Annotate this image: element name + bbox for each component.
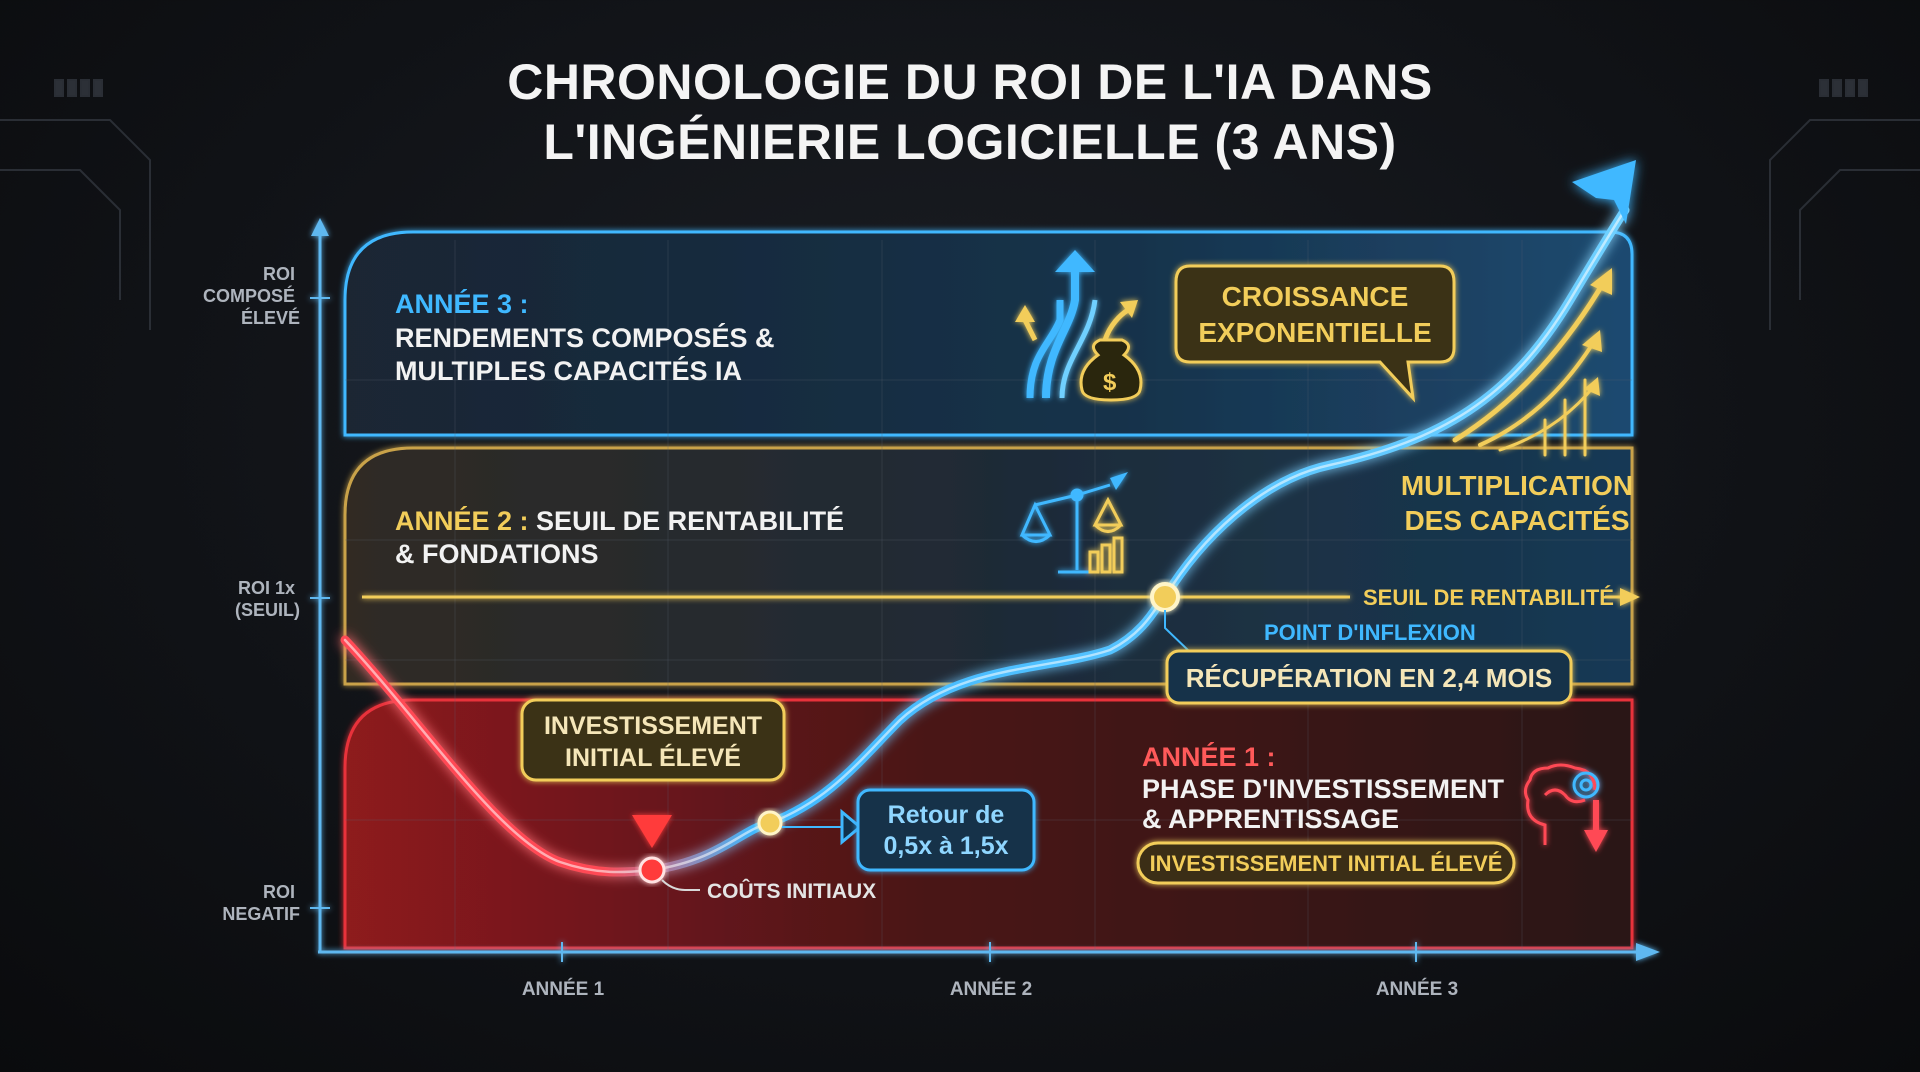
year2-line2: & FONDATIONS (395, 539, 599, 569)
title-line-1: CHRONOLOGIE DU ROI DE L'IA DANS (507, 54, 1433, 110)
marker-initial-costs (638, 856, 666, 884)
y-label-mid: ROI 1x (SEUIL) (235, 578, 300, 620)
break-even-line (362, 588, 1640, 606)
axes (310, 218, 1660, 962)
x-label-year3: ANNÉE 3 (1376, 978, 1458, 1000)
y-label-high: ROI COMPOSÉ ÉLEVÉ (203, 264, 300, 328)
x-label-year1: ANNÉE 1 (522, 978, 605, 1000)
band-year2 (343, 446, 1634, 686)
circuit-decoration (0, 79, 1920, 330)
retour-callout: Retour de 0,5x à 1,5x (782, 788, 1036, 872)
year3-line2: MULTIPLES CAPACITÉS IA (395, 355, 742, 386)
svg-text:$: $ (1103, 369, 1117, 396)
y-label-low: ROI NEGATIF (222, 882, 300, 924)
roi-curve (340, 160, 1636, 877)
year1-pill: INVESTISSEMENT INITIAL ÉLEVÉ (1136, 841, 1516, 885)
capacity-arrows (1452, 268, 1612, 457)
investissement-callout: INVESTISSEMENT INITIAL ÉLEVÉ (520, 698, 786, 848)
svg-text:INVESTISSEMENT INITIAL ÉLEVÉ: INVESTISSEMENT INITIAL ÉLEVÉ (1150, 851, 1503, 876)
brain-gear-down-icon (1523, 763, 1608, 852)
year1-line2: & APPRENTISSAGE (1142, 804, 1399, 834)
svg-text:Retour de0,5x à 1,5x: Retour de 0,5x à 1,5x (883, 801, 1008, 860)
seuil-label: SEUIL DE RENTABILITÉ (1363, 585, 1614, 610)
recuperation-callout: RÉCUPÉRATION EN 2,4 MOIS (1164, 610, 1573, 705)
y-axis-labels: ROI COMPOSÉ ÉLEVÉ ROI 1x (SEUIL) ROI NEG… (203, 264, 300, 924)
croissance-callout: CROISSANCE EXPONENTIELLE (1174, 264, 1456, 403)
year1-heading: ANNÉE 1 : (1142, 741, 1276, 772)
growth-arrows-money-bag-icon: $ (1015, 250, 1143, 402)
title-line-2: L'INGÉNIERIE LOGICIELLE (3 ANS) (543, 114, 1397, 170)
year3-heading: ANNÉE 3 : (395, 288, 529, 319)
chart-title: CHRONOLOGIE DU ROI DE L'IA DANS L'INGÉNI… (0, 52, 1920, 172)
marker-return (757, 810, 783, 836)
x-label-year2: ANNÉE 2 (950, 978, 1032, 1000)
balance-scale-chart-icon (1019, 472, 1128, 574)
x-axis-labels: ANNÉE 1 ANNÉE 2 ANNÉE 3 (522, 978, 1458, 1000)
year2-line1: ANNÉE 2 : SEUIL DE RENTABILITÉ (395, 505, 844, 536)
marker-inflection (1150, 582, 1180, 612)
multiplication-label: MULTIPLICATION DES CAPACITÉS (1401, 470, 1633, 536)
couts-label: COÛTS INITIAUX (707, 879, 876, 903)
inflexion-label: POINT D'INFLEXION (1264, 620, 1476, 645)
year3-line1: RENDEMENTS COMPOSÉS & (395, 322, 775, 353)
year1-line1: PHASE D'INVESTISSEMENT (1142, 774, 1504, 804)
svg-text:RÉCUPÉRATION EN 2,4 MOIS: RÉCUPÉRATION EN 2,4 MOIS (1186, 663, 1552, 693)
